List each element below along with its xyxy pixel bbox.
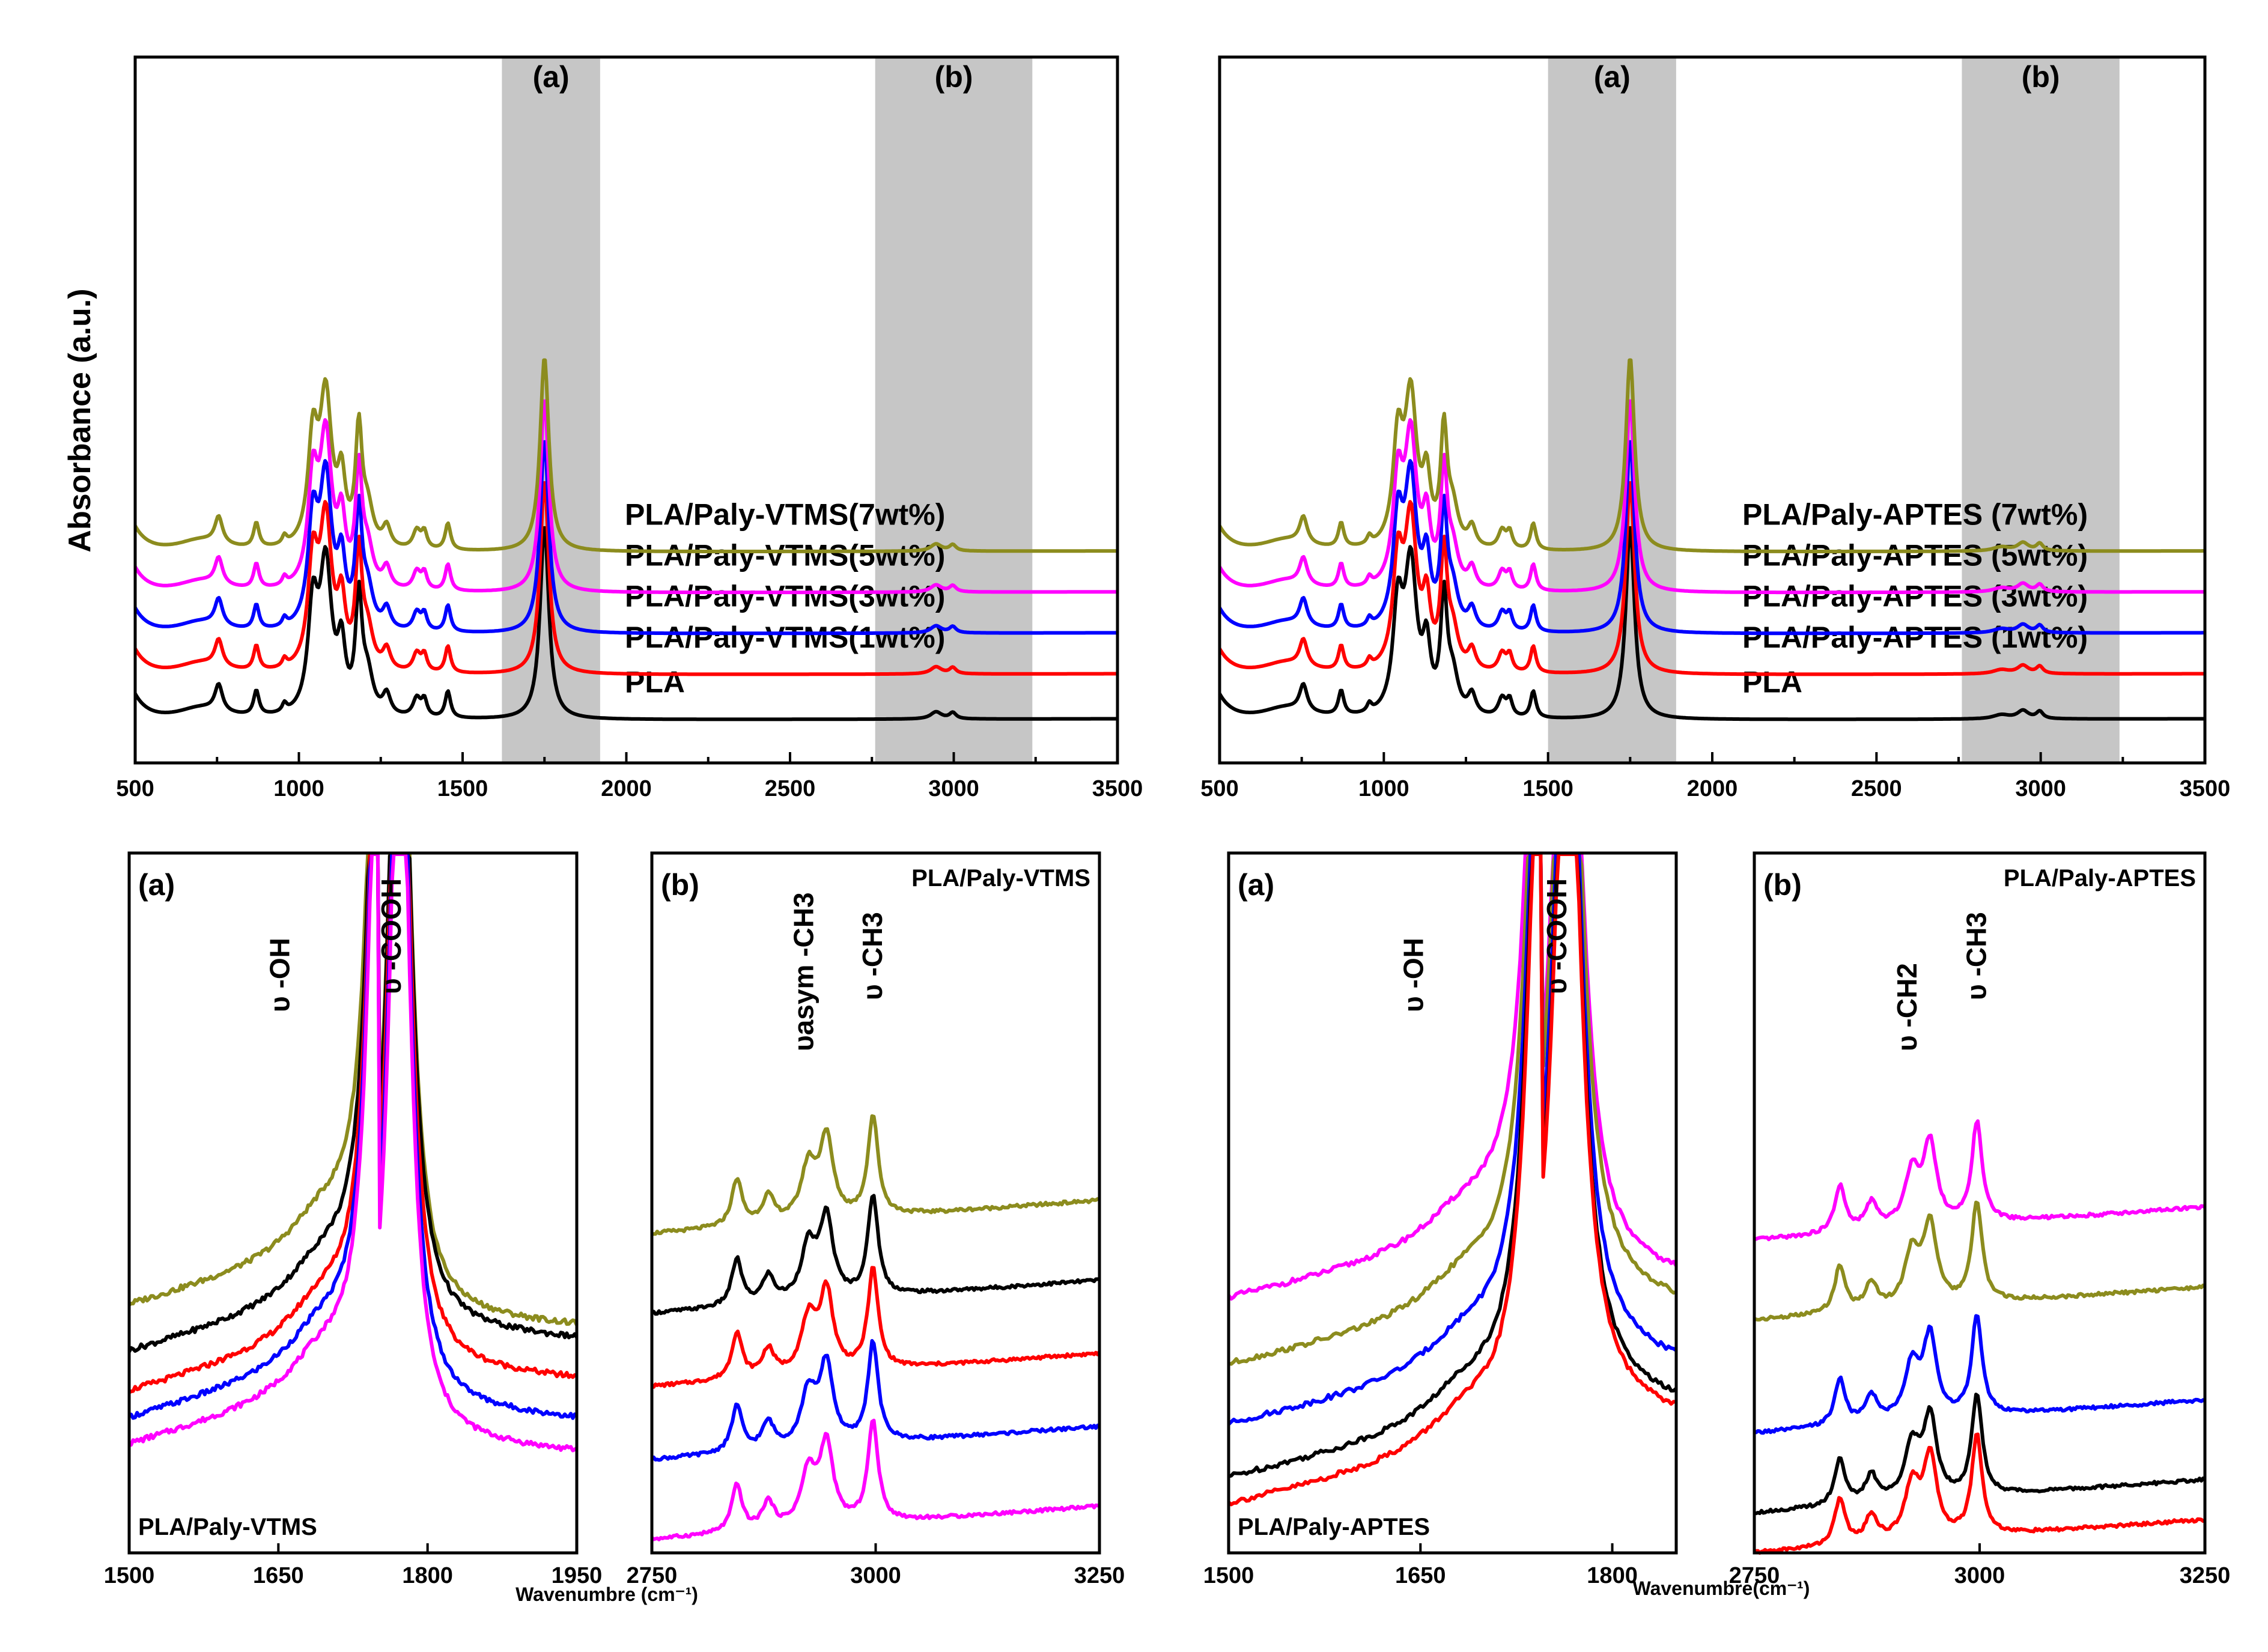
x-tick-label: 1000 [1358, 776, 1409, 801]
zoom-series-line-0 [128, 852, 579, 1326]
panel-label: (b) [1763, 868, 1802, 902]
zoom-series-line-2 [1227, 852, 1677, 1426]
zoom-series-line-4 [650, 1418, 1101, 1541]
zoom-series-line-3 [1754, 1392, 2205, 1516]
zoom-series-line-1 [127, 852, 579, 1353]
shaded-region-label: (a) [533, 60, 570, 94]
x-tick-label: 1500 [1203, 1563, 1254, 1588]
panel-bottom-left-a: 1500 1650 1800 1950 (a) PLA/Paly-VTMS υ -OH υ -… [104, 851, 603, 1588]
series-line-3 [133, 399, 1118, 595]
series-line-3 [1218, 399, 2206, 595]
annotation-ch-second: υ -CH3 [1961, 912, 1992, 1000]
plot-frame [127, 851, 579, 1555]
x-tick-label: 1000 [273, 776, 324, 801]
shaded-region-label: (a) [1594, 60, 1631, 94]
zoom-series-line-4 [129, 852, 578, 1453]
x-axis-label-left: Wavenumbre (cm⁻¹) [515, 1584, 698, 1605]
series-line-1 [1218, 481, 2206, 676]
shaded-region-a [1548, 57, 1676, 763]
x-tick-label: 1950 [552, 1563, 603, 1588]
annotation-ch-second: υ -CH3 [857, 912, 888, 1000]
series-line-4 [133, 358, 1118, 553]
zoom-series-line-0 [1754, 1119, 2206, 1242]
x-tick-label: 2500 [1851, 776, 1902, 801]
panel-corner-label: PLA/Paly-APTES [1238, 1514, 1430, 1540]
plot-frame [1227, 851, 1678, 1555]
x-tick-label: 500 [1200, 776, 1238, 801]
series-line-1 [133, 481, 1118, 676]
zoom-series-line-4 [1754, 1432, 2206, 1555]
x-tick-label: 2500 [765, 776, 816, 801]
x-tick-label: 1800 [402, 1563, 453, 1588]
zoom-series-line-1 [1228, 852, 1677, 1366]
y-axis-label: Absorbance (a.u.) [62, 288, 97, 552]
zoom-series-line-3 [129, 852, 577, 1420]
zoom-series-line-1 [1753, 1200, 2206, 1322]
x-tick-label: 2000 [601, 776, 652, 801]
annotation-cooh: υ -COOH [1541, 878, 1572, 994]
x-axis-label-right: Wavenumbre(cm⁻¹) [1633, 1578, 1810, 1599]
series-label: PLA/Paly-VTMS(5wt%) [625, 538, 945, 572]
x-tick-label: 2750 [627, 1563, 678, 1588]
panel-bottom-right-a: 1500 1650 1800 (a) PLA/Paly-APTES υ -OH υ -COO… [1203, 851, 1678, 1588]
series-line-2 [133, 440, 1118, 636]
annotation-cooh: υ -COOH [375, 878, 407, 994]
panel-label: (a) [138, 868, 175, 902]
x-tick-label: 2000 [1687, 776, 1738, 801]
zoom-series-line-3 [1228, 852, 1677, 1478]
annotation-oh: υ -OH [1398, 938, 1429, 1012]
x-tick-label: 3000 [2015, 776, 2066, 801]
zoom-series-line-0 [1227, 852, 1678, 1301]
zoom-series-line-2 [128, 852, 578, 1394]
annotation-oh: υ -OH [264, 938, 296, 1012]
zoom-series-line-2 [651, 1266, 1101, 1389]
x-tick-label: 1500 [1522, 776, 1573, 801]
panel-corner-label: PLA/Paly-VTMS [911, 865, 1090, 891]
shaded-region-b [875, 57, 1033, 763]
zoom-series-line-0 [651, 1114, 1101, 1236]
x-tick-label: 1650 [1395, 1563, 1446, 1588]
panel-bottom-left-b: 2750 3000 3250 (b) PLA/Paly-VTMS υasym -CH3 υ … [627, 851, 1125, 1588]
series-label: PLA/Paly-APTES (7wt%) [1742, 497, 2088, 531]
panel-label: (b) [661, 868, 699, 902]
series-line-0 [133, 526, 1118, 721]
series-label: PLA/Paly-VTMS(3wt%) [625, 580, 945, 613]
x-tick-label: 3000 [850, 1563, 901, 1588]
x-tick-label: 3500 [2180, 776, 2231, 801]
zoom-series-line-4 [1227, 852, 1677, 1507]
panel-corner-label: PLA/Paly-APTES [2004, 865, 2196, 891]
series-label: PLA [625, 666, 685, 699]
panel-label: (a) [1238, 868, 1274, 902]
series-line-2 [1218, 440, 2206, 636]
panel-top-left: (a) (b) PLA PLA/Paly-VTMS(1wt%) PLA/Paly-VTM… [116, 55, 1143, 801]
zoom-series-line-2 [1753, 1314, 2206, 1435]
x-tick-label: 3000 [928, 776, 979, 801]
zoom-series-line-1 [651, 1194, 1100, 1316]
panel-corner-label: PLA/Paly-VTMS [138, 1514, 317, 1540]
annotation-ch-first: υasym -CH3 [788, 892, 819, 1051]
shaded-region-b [1962, 57, 2120, 763]
x-tick-label: 3000 [1954, 1563, 2005, 1588]
x-tick-label: 1650 [253, 1563, 304, 1588]
x-tick-label: 1500 [104, 1563, 155, 1588]
series-label: PLA/Paly-VTMS(7wt%) [625, 497, 945, 531]
annotation-ch-first: υ -CH2 [1891, 963, 1923, 1051]
shaded-region-label: (b) [2022, 60, 2060, 94]
series-line-4 [1218, 358, 2206, 553]
panel-bottom-right-b: 2750 3000 3250 (b) PLA/Paly-APTES υ -CH2 υ -CH… [1729, 851, 2231, 1588]
x-tick-label: 2750 [1729, 1563, 1780, 1588]
x-tick-label: 500 [116, 776, 154, 801]
x-tick-label: 1500 [437, 776, 488, 801]
x-tick-label: 1800 [1587, 1563, 1638, 1588]
zoom-series-line-3 [650, 1339, 1100, 1462]
x-tick-label: 3250 [2180, 1563, 2231, 1588]
series-line-0 [1218, 526, 2206, 721]
series-label: PLA/Paly-VTMS(1wt%) [625, 621, 945, 654]
series-label: PLA [1742, 666, 1802, 699]
shaded-region-label: (b) [935, 60, 973, 94]
x-tick-label: 3500 [1092, 776, 1143, 801]
x-tick-label: 3250 [1074, 1563, 1125, 1588]
